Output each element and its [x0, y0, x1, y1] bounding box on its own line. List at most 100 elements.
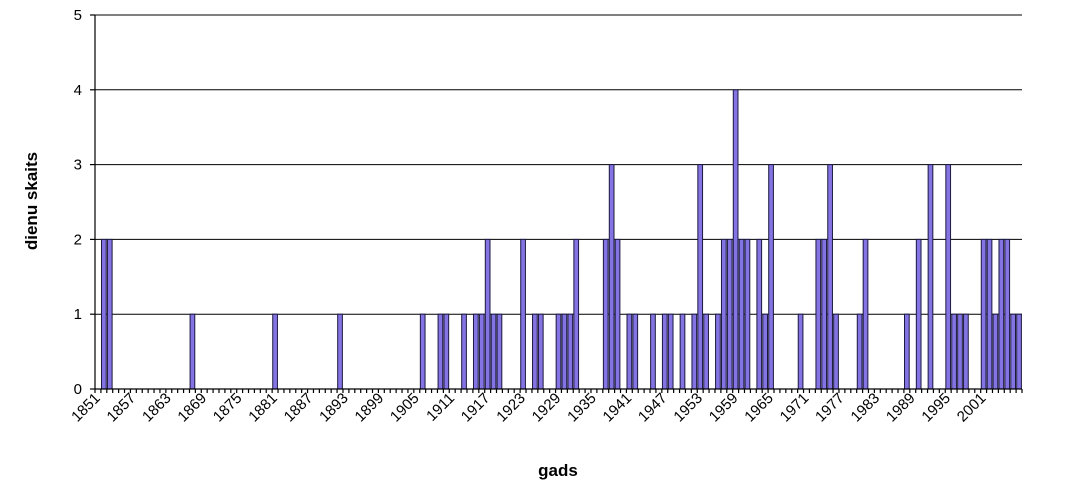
- x-tick-label: 1941: [600, 390, 636, 426]
- bar: [661, 313, 668, 390]
- bar: [573, 238, 580, 390]
- bar: [679, 313, 686, 390]
- x-tick-label: 2001: [954, 390, 990, 426]
- bar: [827, 164, 833, 390]
- bar: [484, 238, 491, 390]
- bar: [555, 313, 562, 390]
- x-tick-label: 1977: [812, 390, 848, 426]
- x-tick-label: 1917: [458, 390, 494, 426]
- bar: [833, 313, 839, 390]
- bar: [738, 238, 745, 390]
- bar: [768, 164, 774, 390]
- y-tick-label: 0: [74, 381, 82, 398]
- bar: [1016, 313, 1022, 390]
- bar: [915, 238, 922, 390]
- y-tick-label: 3: [74, 157, 82, 174]
- bar: [608, 164, 615, 390]
- bar: [1010, 313, 1016, 390]
- bar: [496, 313, 503, 390]
- bar: [904, 313, 910, 390]
- bar: [490, 313, 497, 390]
- bar: [461, 313, 467, 390]
- bar: [998, 238, 1005, 390]
- bar: [106, 238, 113, 390]
- bar: [927, 164, 934, 390]
- bar: [101, 238, 107, 390]
- bar: [744, 238, 751, 390]
- x-tick-label: 1929: [529, 390, 565, 426]
- bar: [478, 313, 485, 390]
- bar: [957, 313, 963, 390]
- bar: [697, 164, 704, 390]
- bar: [567, 313, 574, 390]
- bar: [856, 313, 863, 390]
- bar: [720, 238, 727, 390]
- x-tick-label: 1923: [493, 390, 529, 426]
- y-tick-label: 2: [74, 231, 82, 248]
- x-tick-label: 1875: [210, 390, 246, 426]
- x-tick-label: 1893: [316, 390, 352, 426]
- bar: [272, 313, 278, 390]
- gridlines: [95, 14, 1022, 315]
- x-tick-labels: 1851 1857 1863 1869 1875 1881 1887 1893 1899 1905…: [68, 390, 989, 426]
- x-tick-label: 1863: [139, 390, 175, 426]
- y-tick-label: 1: [74, 306, 82, 323]
- x-tick-label: 1965: [741, 390, 777, 426]
- y-axis-title: dienu skaits: [22, 152, 41, 250]
- bar: [650, 313, 656, 390]
- bar: [691, 313, 698, 390]
- bar: [703, 313, 709, 390]
- x-tick-label: 1869: [174, 390, 210, 426]
- bar: [472, 313, 479, 390]
- bar: [537, 313, 544, 390]
- bar: [626, 313, 633, 390]
- bar: [756, 238, 763, 390]
- x-tick-label: 1959: [706, 390, 742, 426]
- x-tick-label: 1983: [848, 390, 884, 426]
- bar: [419, 313, 426, 390]
- bar: [762, 313, 769, 390]
- bar: [945, 164, 952, 390]
- x-tick-label: 1935: [564, 390, 600, 426]
- bar: [189, 313, 196, 390]
- bar: [963, 313, 969, 390]
- axes: [90, 14, 1023, 393]
- bar: [821, 238, 828, 390]
- bar: [951, 313, 957, 390]
- bar: [815, 238, 822, 390]
- bar: [986, 238, 993, 390]
- x-tick-label: 1911: [423, 390, 458, 425]
- bar: [561, 313, 568, 390]
- y-tick-labels: 0 1 2 3 4 5: [74, 7, 82, 398]
- y-tick-label: 5: [74, 7, 82, 24]
- bar: [443, 313, 450, 390]
- bar: [614, 238, 621, 390]
- x-axis-title: gads: [538, 461, 578, 480]
- bar: [667, 313, 674, 390]
- bar: [862, 238, 869, 390]
- bar: [632, 313, 639, 390]
- x-tick-label: 1947: [635, 390, 671, 426]
- bar: [797, 313, 804, 390]
- x-tick-label: 1881: [245, 390, 281, 426]
- y-tick-label: 4: [74, 82, 82, 99]
- bar: [437, 313, 444, 390]
- bar: [715, 313, 721, 390]
- x-tick-label: 1953: [670, 390, 706, 426]
- x-tick-label: 1887: [281, 390, 317, 426]
- bar: [602, 238, 609, 390]
- x-tick-label: 1899: [352, 390, 388, 426]
- x-tick-label: 1971: [777, 390, 813, 426]
- x-tick-label: 1857: [104, 390, 140, 426]
- bar: [726, 238, 733, 390]
- bar: [980, 238, 987, 390]
- bar: [337, 313, 343, 390]
- bars: [101, 89, 1022, 390]
- bar: [1004, 238, 1011, 390]
- x-tick-label: 1905: [387, 390, 423, 426]
- x-tick-label: 1995: [918, 390, 954, 426]
- bar: [992, 313, 999, 390]
- bar: [732, 89, 739, 390]
- x-tick-label: 1989: [883, 390, 919, 426]
